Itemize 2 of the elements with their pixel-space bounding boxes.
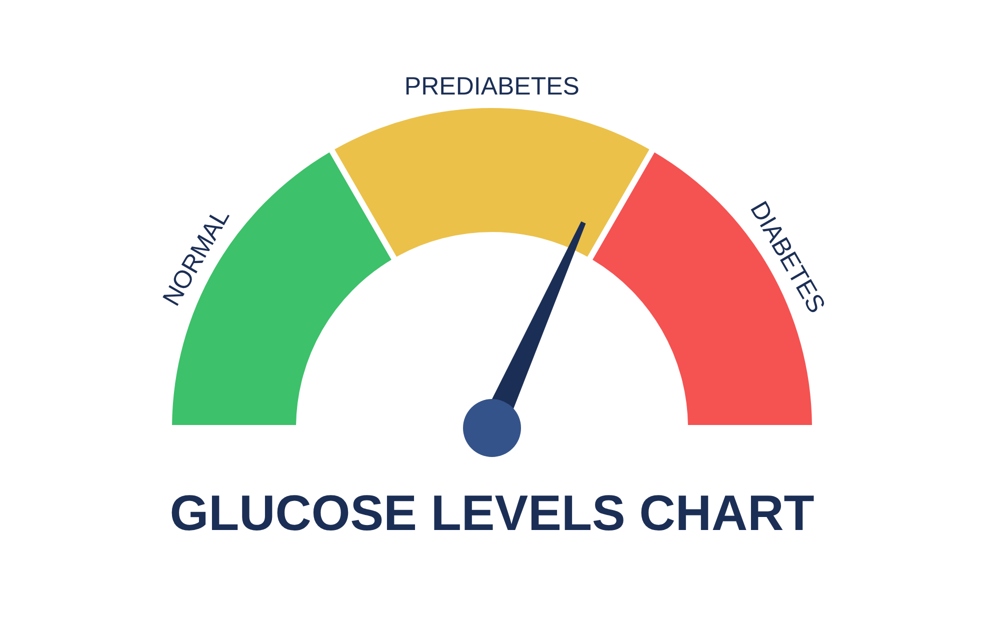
text: GLUCOSE LEVELS CHART	[170, 485, 814, 541]
slice-label: PREDIABETES	[404, 72, 580, 101]
